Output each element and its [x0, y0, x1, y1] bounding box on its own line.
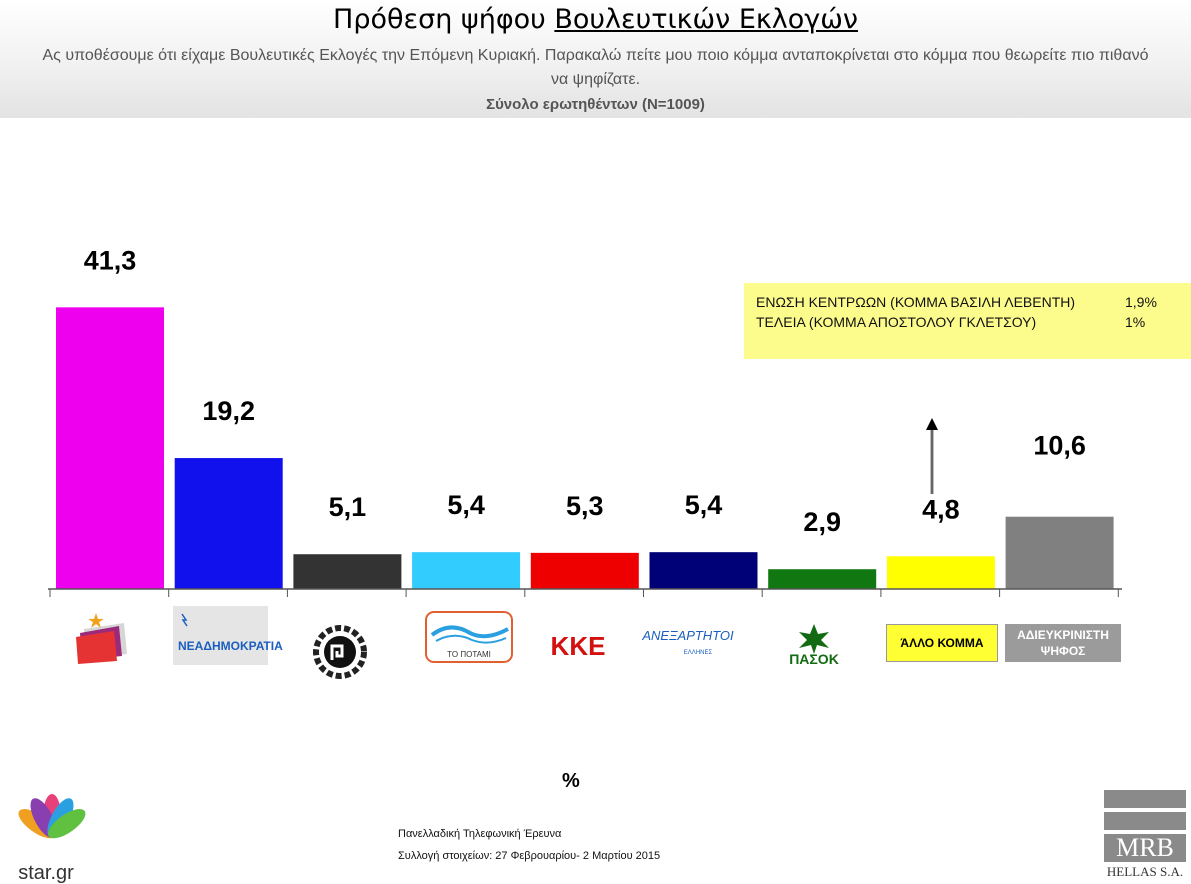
bar-value-label: 5,3: [566, 491, 604, 521]
bar-value-label: 2,9: [803, 507, 841, 537]
mrb-bar-top: [1104, 790, 1186, 808]
bar-value-label: 19,2: [202, 396, 255, 426]
anel-logo-subtext: ΕΛΛΗΝΕΣ: [684, 650, 713, 656]
footer-collection-dates: Συλλογή στοιχείων: 27 Φεβρουαρίου- 2 Μαρ…: [398, 850, 661, 862]
bar: [886, 556, 995, 589]
bar: [530, 552, 639, 589]
golden-dawn-logo-icon: [313, 625, 367, 679]
potami-logo-icon: ΤΟ ΠΟΤΑΜΙ: [425, 611, 513, 663]
page-title: Πρόθεση ψήφου Βουλευτικών Εκλογών: [0, 4, 1191, 35]
note-row-label: ΕΝΩΣΗ ΚΕΝΤΡΩΩΝ (ΚΟΜΜΑ ΒΑΣΙΛΗ ΛΕΒΕΝΤΗ): [756, 294, 1076, 310]
pasok-logo-text: ΠΑΣΟΚ: [789, 651, 839, 667]
bar: [649, 552, 758, 589]
bar-value-label: 4,8: [922, 494, 960, 524]
note-row-value: 1%: [1125, 314, 1146, 330]
bar-value-label: 5,4: [447, 490, 485, 520]
star-gr-logo-icon: star.gr: [18, 794, 86, 884]
sample-base: Σύνολο ερωτηθέντων (N=1009): [486, 96, 705, 113]
nd-logo-icon: ΝΕΑΔΗΜΟΚΡΑΤΙΑ: [173, 606, 283, 665]
question-text: Ας υποθέσουμε ότι είχαμε Βουλευτικές Εκλ…: [42, 47, 1149, 88]
title-part-1: Πρόθεση ψήφου: [333, 4, 546, 35]
bar-value-label: 5,1: [329, 492, 367, 522]
arrow-icon: [926, 418, 938, 494]
mrb-text: MRB: [1104, 834, 1186, 862]
note-row: ΤΕΛΕΙΑ (ΚΟΜΜΑ ΑΠΟΣΤΟΛΟΥ ΓΚΛΕΤΣΟΥ) 1%: [756, 312, 1191, 332]
pasok-logo-icon: ΠΑΣΟΚ: [789, 624, 839, 667]
bar: [1005, 516, 1114, 589]
title-part-2: Βουλευτικών Εκλογών: [554, 4, 858, 35]
bar: [174, 458, 283, 589]
anel-logo-icon: ΑΝΕΞΑΡΤΗΤΟΙ ΕΛΛΗΝΕΣ: [641, 628, 734, 656]
note-row-label: ΤΕΛΕΙΑ (ΚΟΜΜΑ ΑΠΟΣΤΟΛΟΥ ΓΚΛΕΤΣΟΥ): [756, 314, 1037, 330]
x-axis-label: %: [562, 770, 580, 792]
undecided-label-line2: ΨΗΦΟΣ: [1040, 644, 1086, 658]
header: Πρόθεση ψήφου Βουλευτικών Εκλογών Ας υπο…: [0, 0, 1191, 118]
note-row: ΕΝΩΣΗ ΚΕΝΤΡΩΩΝ (ΚΟΜΜΑ ΒΑΣΙΛΗ ΛΕΒΕΝΤΗ) 1,…: [756, 292, 1191, 312]
mrb-logo: MRB HELLAS S.A.: [1104, 790, 1186, 882]
undecided-label-line1: ΑΔΙΕΥΚΡΙΝΙΣΤΗ: [1017, 628, 1109, 642]
syriza-logo-icon: [76, 613, 127, 664]
nd-logo-text: ΝΕΑΔΗΜΟΚΡΑΤΙΑ: [178, 639, 283, 653]
kke-logo-icon: ΚΚΕ: [551, 631, 606, 661]
bar: [56, 307, 164, 589]
note-row-value: 1,9%: [1125, 294, 1157, 310]
bar: [412, 552, 521, 589]
kke-logo-text: ΚΚΕ: [551, 631, 606, 661]
undecided-label: ΑΔΙΕΥΚΡΙΝΙΣΤΗ ΨΗΦΟΣ: [1005, 624, 1121, 662]
bar: [293, 554, 402, 589]
bar-value-label: 10,6: [1033, 431, 1086, 461]
bar-value-label: 5,4: [685, 490, 723, 520]
minor-parties-note: ΕΝΩΣΗ ΚΕΝΤΡΩΩΝ (ΚΟΜΜΑ ΒΑΣΙΛΗ ΛΕΒΕΝΤΗ) 1,…: [744, 283, 1191, 359]
other-party-label: ΆΛΛΟ ΚΟΜΜΑ: [886, 624, 998, 662]
footer-survey-type: Πανελλαδική Τηλεφωνική Έρευνα: [398, 828, 562, 840]
anel-logo-text: ΑΝΕΞΑΡΤΗΤΟΙ: [641, 628, 734, 643]
mrb-bar-middle: [1104, 812, 1186, 830]
bar: [768, 569, 877, 589]
potami-logo-text: ΤΟ ΠΟΤΑΜΙ: [447, 650, 491, 659]
mrb-subtext: HELLAS S.A.: [1106, 864, 1184, 879]
bar-value-label: 41,3: [84, 245, 137, 275]
star-gr-text: star.gr: [18, 862, 74, 884]
